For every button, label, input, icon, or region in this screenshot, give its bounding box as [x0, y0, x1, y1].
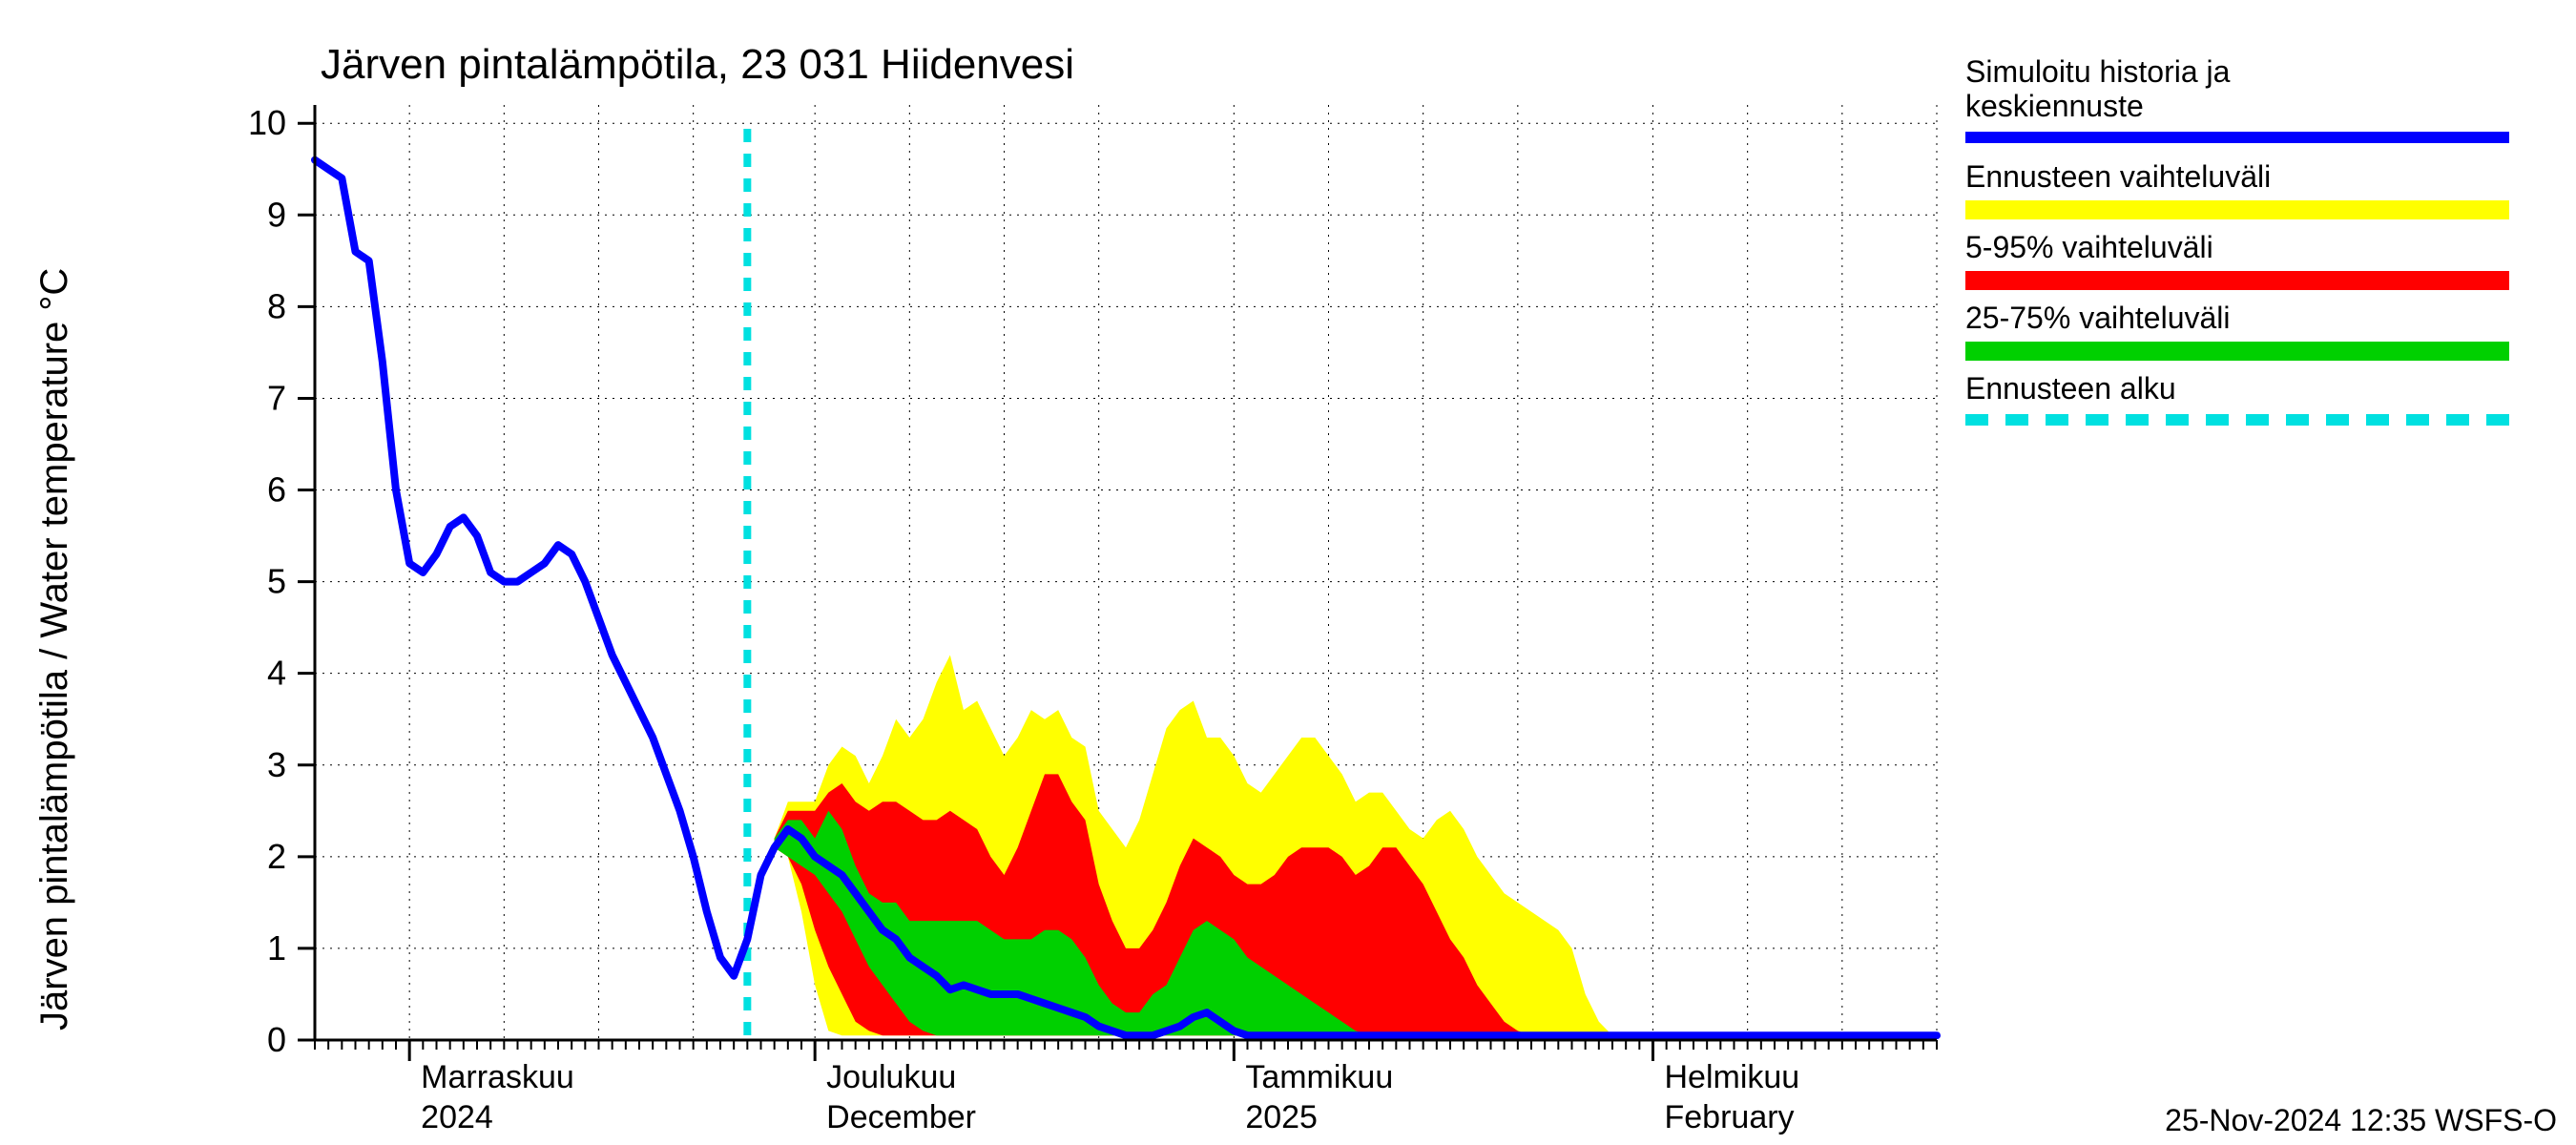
xtick-label: Marraskuu — [421, 1059, 574, 1095]
ytick-label: 1 — [267, 928, 286, 968]
legend-label: keskiennuste — [1965, 89, 2144, 123]
legend-swatch — [1965, 342, 2509, 361]
chart-title: Järven pintalämpötila, 23 031 Hiidenvesi — [321, 41, 1074, 88]
xtick-label: Helmikuu — [1665, 1059, 1800, 1095]
ytick-label: 7 — [267, 378, 286, 417]
xtick-label: Joulukuu — [826, 1059, 956, 1095]
legend-label: 25-75% vaihteluväli — [1965, 301, 2231, 335]
xtick-label: Tammikuu — [1245, 1059, 1393, 1095]
y-axis-label: Järven pintalämpötila / Water temperatur… — [33, 268, 75, 1030]
ytick-label: 0 — [267, 1020, 286, 1059]
chart-footer: 25-Nov-2024 12:35 WSFS-O — [2165, 1103, 2557, 1137]
xtick-sublabel: February — [1665, 1099, 1795, 1135]
ytick-label: 5 — [267, 562, 286, 601]
ytick-label: 2 — [267, 837, 286, 876]
ytick-label: 10 — [248, 103, 286, 142]
xtick-sublabel: 2025 — [1245, 1099, 1318, 1135]
legend: Simuloitu historia jakeskiennuste Ennuste… — [1965, 54, 2509, 420]
ytick-label: 9 — [267, 195, 286, 234]
legend-label: 5-95% vaihteluväli — [1965, 230, 2213, 264]
legend-label: Ennusteen alku — [1965, 371, 2176, 406]
xtick-sublabel: 2024 — [421, 1099, 493, 1135]
ytick-label: 8 — [267, 286, 286, 325]
legend-label: Ennusteen vaihteluväli — [1965, 159, 2271, 194]
ytick-label: 3 — [267, 745, 286, 784]
ytick-label: 4 — [267, 654, 286, 693]
forecast-bands — [775, 655, 1626, 1035]
legend-swatch — [1965, 200, 2509, 219]
ytick-label: 6 — [267, 470, 286, 510]
chart-container: 0 1 2 3 4 5 6 7 8 9 10 Marraskuu 2024 Joulukuu Decembe… — [0, 0, 2576, 1145]
xtick-sublabel: December — [826, 1099, 976, 1135]
chart-svg: 0 1 2 3 4 5 6 7 8 9 10 Marraskuu 2024 Joulukuu Decembe… — [0, 0, 2576, 1145]
legend-swatch — [1965, 271, 2509, 290]
legend-label: Simuloitu historia ja — [1965, 54, 2231, 89]
